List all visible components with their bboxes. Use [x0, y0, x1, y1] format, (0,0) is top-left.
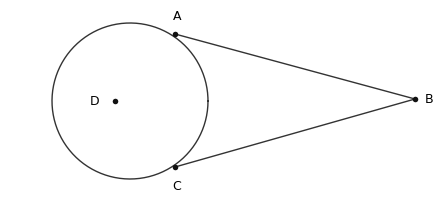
Text: A: A [173, 10, 181, 23]
Text: C: C [173, 179, 181, 192]
Text: B: B [425, 93, 434, 106]
Text: D: D [89, 95, 99, 108]
